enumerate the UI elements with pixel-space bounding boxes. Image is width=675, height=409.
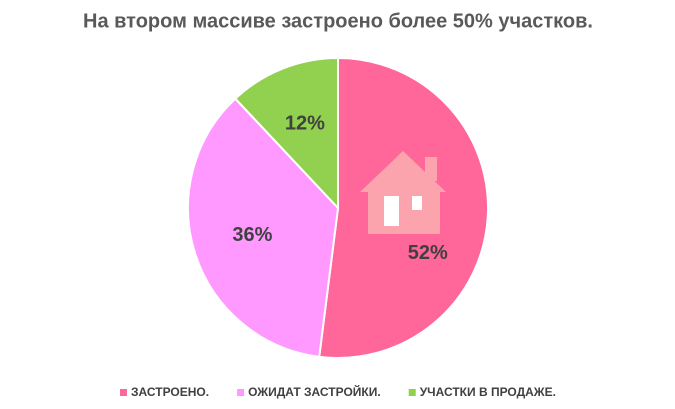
legend: ЗАСТРОЕНО. ОЖИДАТ ЗАСТРОЙКИ. УЧАСТКИ В ПРО… bbox=[119, 384, 556, 399]
value-label: 12% bbox=[285, 113, 325, 135]
value-label: 36% bbox=[232, 224, 272, 246]
legend-marker bbox=[408, 389, 416, 396]
legend-label: ЗАСТРОЕНО. bbox=[131, 385, 209, 399]
legend-marker bbox=[237, 389, 245, 396]
pie-slice bbox=[187, 97, 340, 358]
window bbox=[412, 196, 422, 210]
legend-marker bbox=[119, 389, 127, 396]
value-labels: 52% 36% 12% bbox=[232, 113, 448, 264]
chart-title: На втором массиве застроено более 50% уч… bbox=[83, 10, 593, 32]
door bbox=[384, 196, 399, 226]
house-body bbox=[368, 190, 440, 234]
legend-label: УЧАСТКИ В ПРОДАЖЕ. bbox=[420, 385, 556, 399]
legend-label: ОЖИДАТ ЗАСТРОЙКИ. bbox=[248, 384, 381, 399]
value-label: 52% bbox=[408, 242, 448, 264]
house-icon bbox=[360, 151, 446, 234]
roof bbox=[360, 151, 446, 192]
pie-slice bbox=[233, 56, 339, 211]
pie bbox=[187, 56, 489, 359]
